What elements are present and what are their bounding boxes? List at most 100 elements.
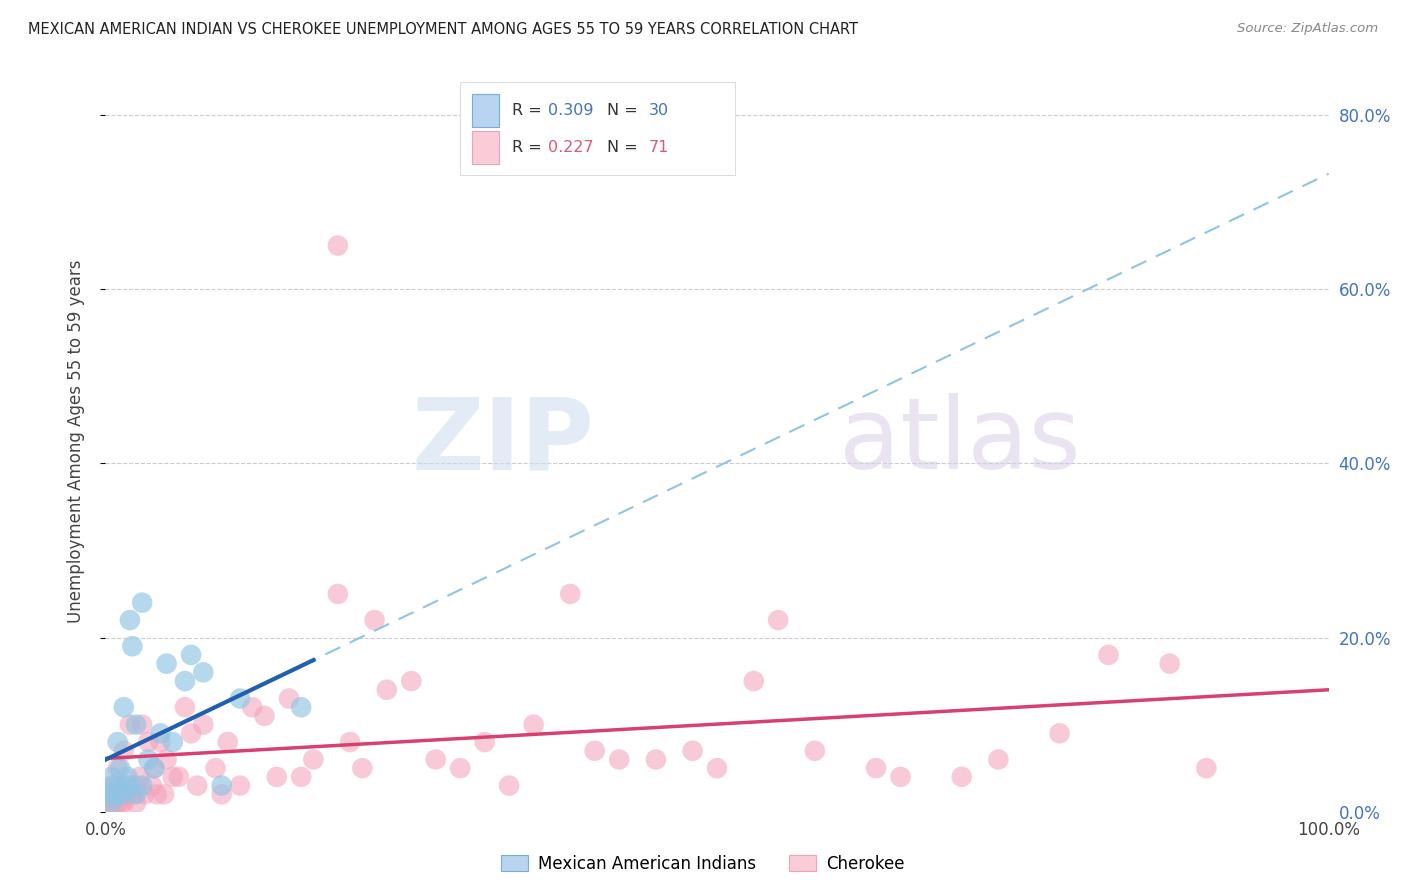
Point bbox=[290, 770, 312, 784]
FancyBboxPatch shape bbox=[460, 82, 735, 175]
Text: 30: 30 bbox=[648, 103, 669, 118]
Point bbox=[131, 596, 153, 610]
Point bbox=[149, 735, 172, 749]
Point bbox=[326, 587, 349, 601]
Point bbox=[363, 613, 385, 627]
Point bbox=[125, 779, 148, 793]
Text: N =: N = bbox=[607, 103, 643, 118]
Point bbox=[110, 779, 132, 793]
Point bbox=[125, 796, 148, 810]
Point bbox=[583, 744, 606, 758]
Text: R =: R = bbox=[512, 103, 547, 118]
Point bbox=[156, 752, 179, 766]
Point bbox=[682, 744, 704, 758]
Point bbox=[644, 752, 668, 766]
Point bbox=[131, 717, 153, 731]
Point bbox=[742, 674, 765, 689]
Point bbox=[146, 787, 169, 801]
Point bbox=[118, 779, 141, 793]
Point bbox=[125, 787, 148, 801]
Point bbox=[1097, 648, 1119, 662]
Point bbox=[339, 735, 361, 749]
Point bbox=[118, 613, 141, 627]
Point bbox=[180, 648, 202, 662]
Point bbox=[153, 787, 176, 801]
Point bbox=[474, 735, 496, 749]
Point bbox=[134, 787, 156, 801]
Point bbox=[211, 787, 233, 801]
Point bbox=[1049, 726, 1071, 740]
Point bbox=[141, 779, 163, 793]
Point bbox=[174, 700, 197, 714]
Point bbox=[98, 796, 121, 810]
Point bbox=[193, 665, 215, 680]
Point bbox=[211, 779, 233, 793]
Point bbox=[253, 709, 276, 723]
Point bbox=[107, 761, 129, 775]
Point bbox=[706, 761, 728, 775]
Point bbox=[326, 238, 349, 252]
Point bbox=[229, 779, 252, 793]
Point bbox=[162, 735, 184, 749]
Point bbox=[204, 761, 226, 775]
Point bbox=[121, 787, 143, 801]
Point bbox=[167, 770, 190, 784]
Point bbox=[104, 787, 127, 801]
Y-axis label: Unemployment Among Ages 55 to 59 years: Unemployment Among Ages 55 to 59 years bbox=[66, 260, 84, 624]
Point bbox=[180, 726, 202, 740]
Point bbox=[103, 779, 125, 793]
Text: 71: 71 bbox=[648, 140, 669, 155]
Text: R =: R = bbox=[512, 140, 547, 155]
Point bbox=[112, 796, 135, 810]
Point bbox=[143, 761, 166, 775]
Point bbox=[107, 787, 129, 801]
Point bbox=[1195, 761, 1218, 775]
Point bbox=[560, 587, 582, 601]
Point bbox=[987, 752, 1010, 766]
Point bbox=[266, 770, 288, 784]
Point bbox=[1159, 657, 1181, 671]
Text: atlas: atlas bbox=[839, 393, 1081, 490]
Point bbox=[107, 796, 129, 810]
Point bbox=[217, 735, 239, 749]
Point bbox=[110, 796, 132, 810]
Point bbox=[290, 700, 312, 714]
Point bbox=[100, 796, 122, 810]
Point bbox=[128, 770, 150, 784]
Text: 0.309: 0.309 bbox=[548, 103, 593, 118]
Point bbox=[278, 691, 301, 706]
Point bbox=[125, 717, 148, 731]
Point bbox=[112, 744, 135, 758]
Point bbox=[100, 796, 122, 810]
Point bbox=[118, 717, 141, 731]
Point bbox=[100, 779, 122, 793]
Point bbox=[136, 752, 159, 766]
Point bbox=[162, 770, 184, 784]
Point bbox=[302, 752, 325, 766]
Point bbox=[143, 761, 166, 775]
Point bbox=[522, 717, 544, 731]
Legend: Mexican American Indians, Cherokee: Mexican American Indians, Cherokee bbox=[495, 848, 911, 880]
Point bbox=[131, 779, 153, 793]
Point bbox=[117, 787, 139, 801]
Point bbox=[107, 735, 129, 749]
Point bbox=[186, 779, 208, 793]
Point bbox=[108, 761, 131, 775]
Point bbox=[149, 726, 172, 740]
Point bbox=[950, 770, 973, 784]
Text: 0.227: 0.227 bbox=[548, 140, 593, 155]
Text: ZIP: ZIP bbox=[412, 393, 595, 490]
Point bbox=[121, 639, 143, 653]
Point bbox=[229, 691, 252, 706]
Point bbox=[108, 779, 131, 793]
Point bbox=[352, 761, 374, 775]
Point bbox=[117, 770, 139, 784]
Point bbox=[112, 787, 135, 801]
Text: N =: N = bbox=[607, 140, 643, 155]
Point bbox=[449, 761, 471, 775]
Point bbox=[498, 779, 520, 793]
Point bbox=[136, 735, 159, 749]
Point bbox=[768, 613, 790, 627]
Point bbox=[401, 674, 423, 689]
Point bbox=[193, 717, 215, 731]
